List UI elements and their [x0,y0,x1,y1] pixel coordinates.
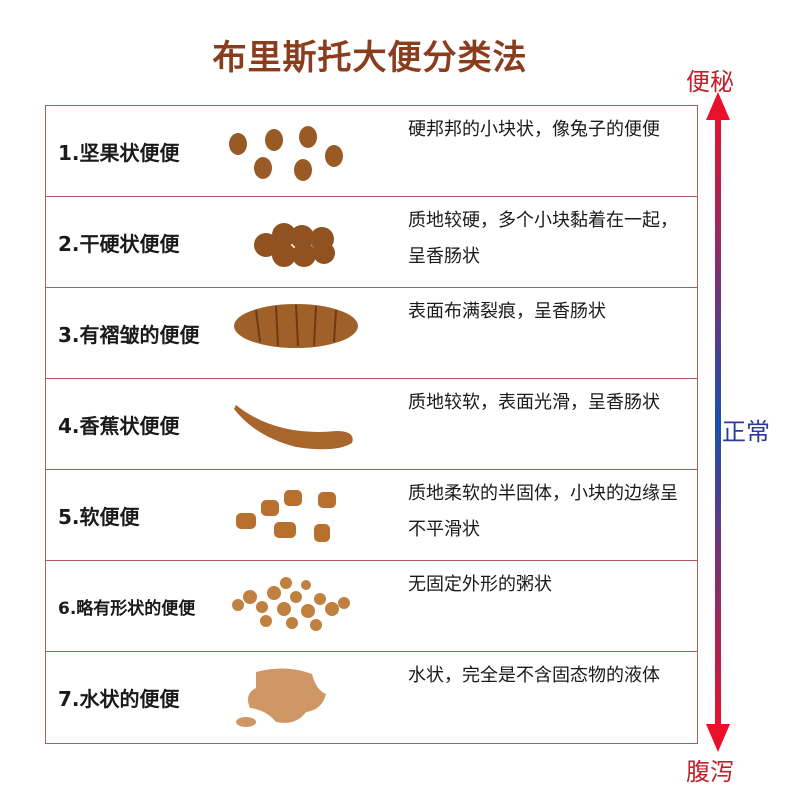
page-title: 布里斯托大便分类法 [212,38,528,78]
stool-type-3-image [234,304,358,348]
diarrhea-label: 腹泻 [686,758,734,786]
table-row: 4.香蕉状便便 质地较软，表面光滑，呈香肠状 [46,379,697,470]
type-name: 3.有褶皱的便便 [58,322,200,347]
table-row: 7.水状的便便 水状，完全是不含固态物的液体 [46,652,697,743]
stool-type-4-image [234,405,353,450]
type-name: 5.软便便 [58,504,140,529]
table-row: 5.软便便 质地柔软的半固体，小块的边缘呈不平滑状 [46,470,697,561]
type-name: 4.香蕉状便便 [58,413,180,438]
type-name: 1.坚果状便便 [58,140,180,165]
scale-arrow [706,92,730,752]
type-description: 质地较软，表面光滑，呈香肠状 [408,392,660,413]
stool-type-1-image [229,126,343,181]
type-name: 6.略有形状的便便 [58,598,196,619]
type-name: 7.水状的便便 [58,687,180,711]
table-row: 6.略有形状的便便 无固定外形的粥状 [46,561,697,652]
type-description: 水状，完全是不含固态物的液体 [408,665,660,686]
type-description: 表面布满裂痕，呈香肠状 [408,301,606,322]
stool-type-5-image [236,490,336,542]
normal-label: 正常 [722,418,770,446]
table-row: 3.有褶皱的便便 表面布满裂痕，呈香肠状 [46,288,697,379]
type-description: 质地较硬，多个小块黏着在一起，呈香肠状 [408,210,678,267]
stool-type-2-image [254,223,335,267]
table-row: 1.坚果状便便 硬邦邦的小块状，像兔子的便便 [46,106,697,197]
type-description: 硬邦邦的小块状，像兔子的便便 [408,119,660,140]
table-row: 2.干硬状便便 质地较硬，多个小块黏着在一起，呈香肠状 [46,197,697,288]
stool-type-6-image [232,577,350,631]
stool-type-7-image [236,668,326,727]
type-name: 2.干硬状便便 [58,231,180,256]
constipation-label: 便秘 [686,68,734,96]
type-description: 质地柔软的半固体，小块的边缘呈不平滑状 [408,483,678,540]
classification-table: 1.坚果状便便 硬邦邦的小块状，像兔子的便便 2.干硬状便便 质地较硬，多个小块… [45,105,698,744]
type-description: 无固定外形的粥状 [408,574,552,595]
